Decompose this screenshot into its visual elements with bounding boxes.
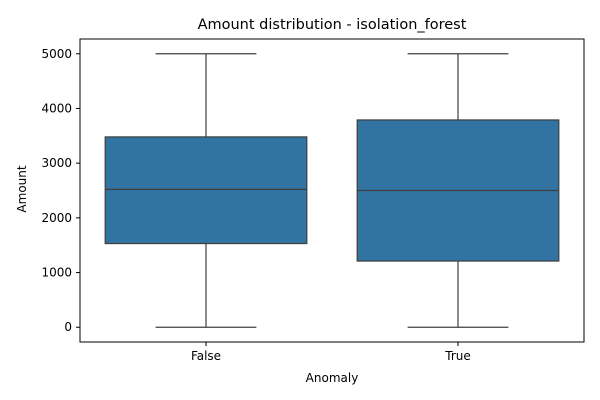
y-tick-label: 5000 [41, 47, 72, 61]
plot-area [104, 53, 560, 328]
box-false [104, 53, 308, 328]
x-tick-label: True [444, 349, 471, 363]
iqr-box [104, 136, 308, 245]
chart-title: Amount distribution - isolation_forest [198, 17, 467, 33]
axes-frame [79, 38, 585, 343]
y-tick-label: 3000 [41, 156, 72, 170]
axes: 0 1000 2000 3000 4000 5000 False True [41, 38, 585, 363]
y-tick-label: 1000 [41, 266, 72, 280]
y-tick-label: 4000 [41, 101, 72, 115]
y-axis-label: Amount [15, 165, 29, 212]
y-tick-label: 0 [64, 320, 72, 334]
y-tick-label: 2000 [41, 211, 72, 225]
x-tick-label: False [191, 349, 221, 363]
box-true [356, 53, 560, 328]
x-axis-label: Anomaly [306, 371, 359, 385]
